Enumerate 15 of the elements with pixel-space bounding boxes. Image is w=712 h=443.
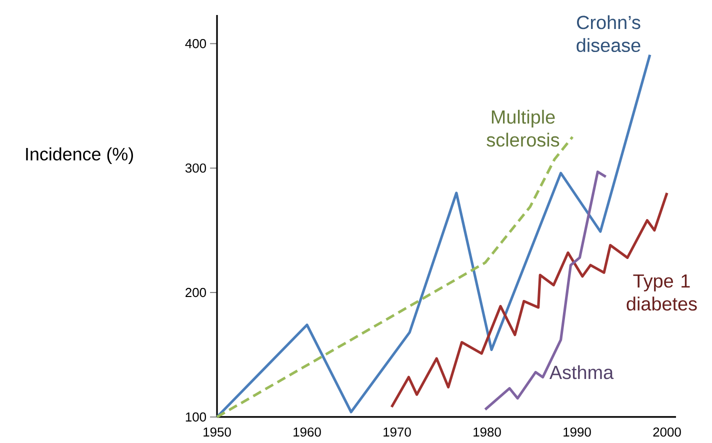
x-tick-label: 1970 [384,427,411,437]
y-tick-label: 300 [185,163,206,173]
x-tick-label: 1960 [294,427,321,437]
y-axis-title: Incidence (%) [26,147,133,164]
y-tick-label: 100 [186,412,206,422]
x-tick-label: 2000 [653,427,681,437]
series-label: Multiple sclerosis [486,110,560,147]
x-tick-label: 1950 [204,427,231,437]
x-tick-label: 1980 [474,427,501,437]
x-tick-label: 1990 [564,427,591,437]
y-tick-label: 200 [186,288,206,298]
series-label: Type 1 diabetes [626,274,697,311]
series-label: Asthma [549,365,614,380]
y-tick-label: 400 [185,39,206,48]
series-label: Crohn’s disease [576,15,640,52]
